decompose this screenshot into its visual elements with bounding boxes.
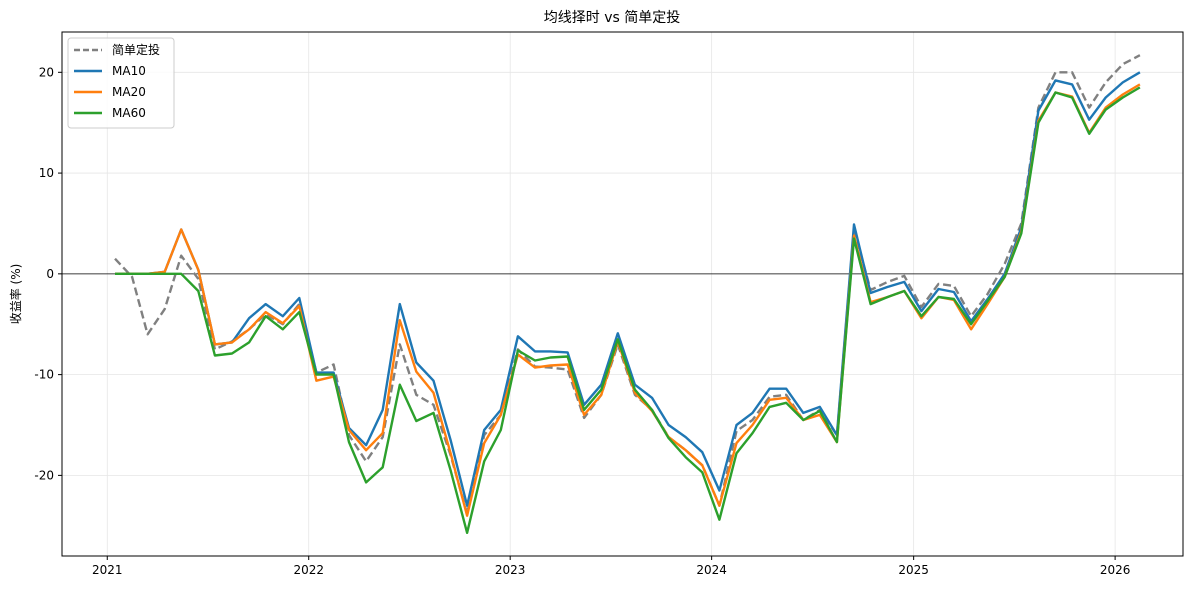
legend-label: 简单定投	[112, 42, 160, 57]
x-axis: 2021 2022 2023 2024 2025 2026	[92, 556, 1130, 577]
y-tick-label: 20	[39, 65, 54, 79]
legend: 简单定投 MA10 MA20 MA60	[67, 37, 175, 129]
y-axis-label: 收益率 (%)	[8, 264, 23, 325]
x-tick-label: 2023	[495, 563, 526, 577]
y-axis: -20 -10 0 10 20	[34, 65, 62, 482]
x-tick-label: 2024	[696, 563, 727, 577]
x-tick-label: 2022	[293, 563, 324, 577]
series-layer	[114, 54, 1141, 534]
x-tick-label: 2021	[92, 563, 123, 577]
legend-label: MA20	[112, 85, 146, 99]
chart-title: 均线择时 vs 简单定投	[544, 9, 680, 26]
x-tick-label: 2025	[898, 563, 929, 577]
legend-label: MA60	[112, 106, 146, 120]
plot-frame	[61, 31, 1184, 557]
legend-label: MA10	[112, 64, 146, 78]
y-tick-label: -20	[34, 468, 54, 482]
series-line-ma60	[115, 86, 1141, 534]
y-tick-label: 0	[46, 267, 54, 281]
series-line-ma10	[115, 71, 1141, 507]
legend-box	[67, 37, 175, 129]
y-tick-label: -10	[34, 368, 54, 382]
y-tick-label: 10	[39, 166, 54, 180]
x-tick-label: 2026	[1100, 563, 1131, 577]
